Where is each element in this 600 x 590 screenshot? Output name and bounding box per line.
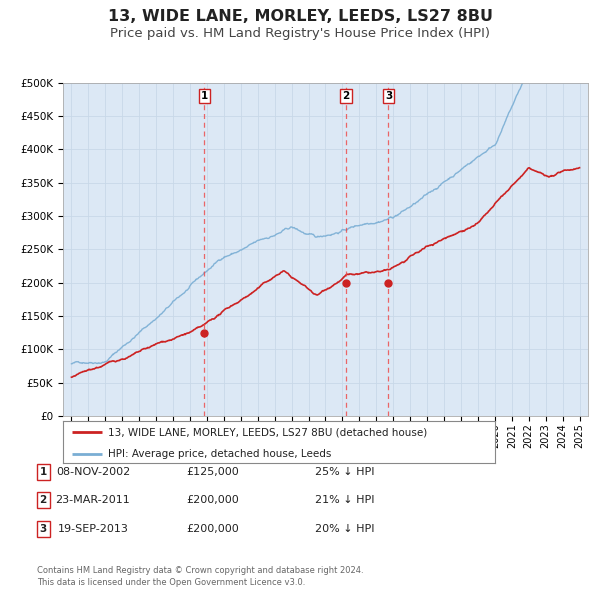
Text: 1: 1 [40,467,47,477]
Text: 21% ↓ HPI: 21% ↓ HPI [315,496,374,505]
Text: 25% ↓ HPI: 25% ↓ HPI [315,467,374,477]
Text: 2: 2 [343,91,350,101]
Text: 13, WIDE LANE, MORLEY, LEEDS, LS27 8BU (detached house): 13, WIDE LANE, MORLEY, LEEDS, LS27 8BU (… [109,427,428,437]
Text: Contains HM Land Registry data © Crown copyright and database right 2024.
This d: Contains HM Land Registry data © Crown c… [37,566,364,587]
Text: 3: 3 [40,524,47,533]
Text: 2: 2 [40,496,47,505]
Text: 20% ↓ HPI: 20% ↓ HPI [315,524,374,533]
Text: 3: 3 [385,91,392,101]
Text: 08-NOV-2002: 08-NOV-2002 [56,467,130,477]
Text: £200,000: £200,000 [187,524,239,533]
Text: 23-MAR-2011: 23-MAR-2011 [56,496,130,505]
Text: £125,000: £125,000 [187,467,239,477]
Text: 1: 1 [201,91,208,101]
Text: HPI: Average price, detached house, Leeds: HPI: Average price, detached house, Leed… [109,449,332,459]
Text: 19-SEP-2013: 19-SEP-2013 [58,524,128,533]
Text: £200,000: £200,000 [187,496,239,505]
Text: 13, WIDE LANE, MORLEY, LEEDS, LS27 8BU: 13, WIDE LANE, MORLEY, LEEDS, LS27 8BU [107,9,493,24]
Text: Price paid vs. HM Land Registry's House Price Index (HPI): Price paid vs. HM Land Registry's House … [110,27,490,40]
